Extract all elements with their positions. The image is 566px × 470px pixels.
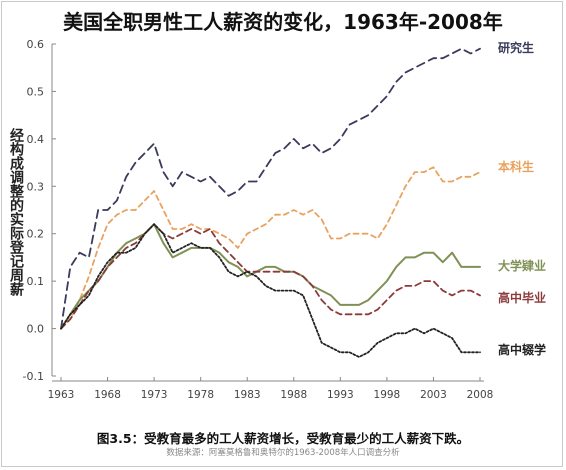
series-line-5	[60, 223, 481, 358]
x-tick-label: 1973	[141, 389, 168, 401]
data-source: 数据来源：阿塞莫格鲁和奥特尔的1963-2008年人口调查分析	[166, 448, 400, 458]
y-tick-label: 0.1	[27, 275, 45, 288]
y-tick-label: 0.4	[27, 133, 45, 146]
y-tick-label: 0.2	[27, 228, 45, 241]
x-tick-label: 1963	[48, 389, 75, 401]
series-line-4	[60, 223, 481, 330]
x-tick-label: 1988	[280, 389, 307, 401]
figure-caption: 图3.5：受教育最多的工人薪资增长，受教育最少的工人薪资下跌。	[96, 431, 470, 446]
y-tick-label: 0.6	[27, 38, 45, 51]
series-line-3	[60, 223, 481, 330]
x-tick-label: 1978	[187, 389, 214, 401]
series-label: 本科生	[498, 159, 534, 174]
series-label: 研究生	[498, 40, 534, 55]
y-tick-label: -0.1	[23, 370, 44, 383]
series-label: 大学肄业	[498, 258, 546, 273]
series-line-2	[60, 166, 481, 330]
y-tick-label: 0.0	[27, 323, 45, 336]
x-tick-label: 1983	[234, 389, 261, 401]
x-tick-label: 1968	[94, 389, 121, 401]
series-line-1	[60, 47, 481, 330]
chart-title: 美国全职男性工人薪资的变化，1963年-2008年	[63, 10, 503, 34]
chart-axes: -0.1 0.0 0.1 0.2 0.3 0.4 0.5 0.6 1963 1968 1973 197…	[23, 38, 494, 401]
y-tick-label: 0.3	[27, 180, 45, 193]
y-axis-label: 经构成调整的实际登记周薪	[8, 128, 24, 296]
chart-series	[60, 47, 481, 358]
x-tick-label: 1998	[374, 389, 401, 401]
y-tick-label: 0.5	[27, 85, 45, 98]
series-label: 高中毕业	[498, 290, 546, 305]
x-tick-label: 1993	[327, 389, 354, 401]
x-tick-label: 2003	[420, 389, 447, 401]
x-tick-label: 2008	[467, 389, 494, 401]
series-label: 高中辍学	[498, 342, 546, 357]
